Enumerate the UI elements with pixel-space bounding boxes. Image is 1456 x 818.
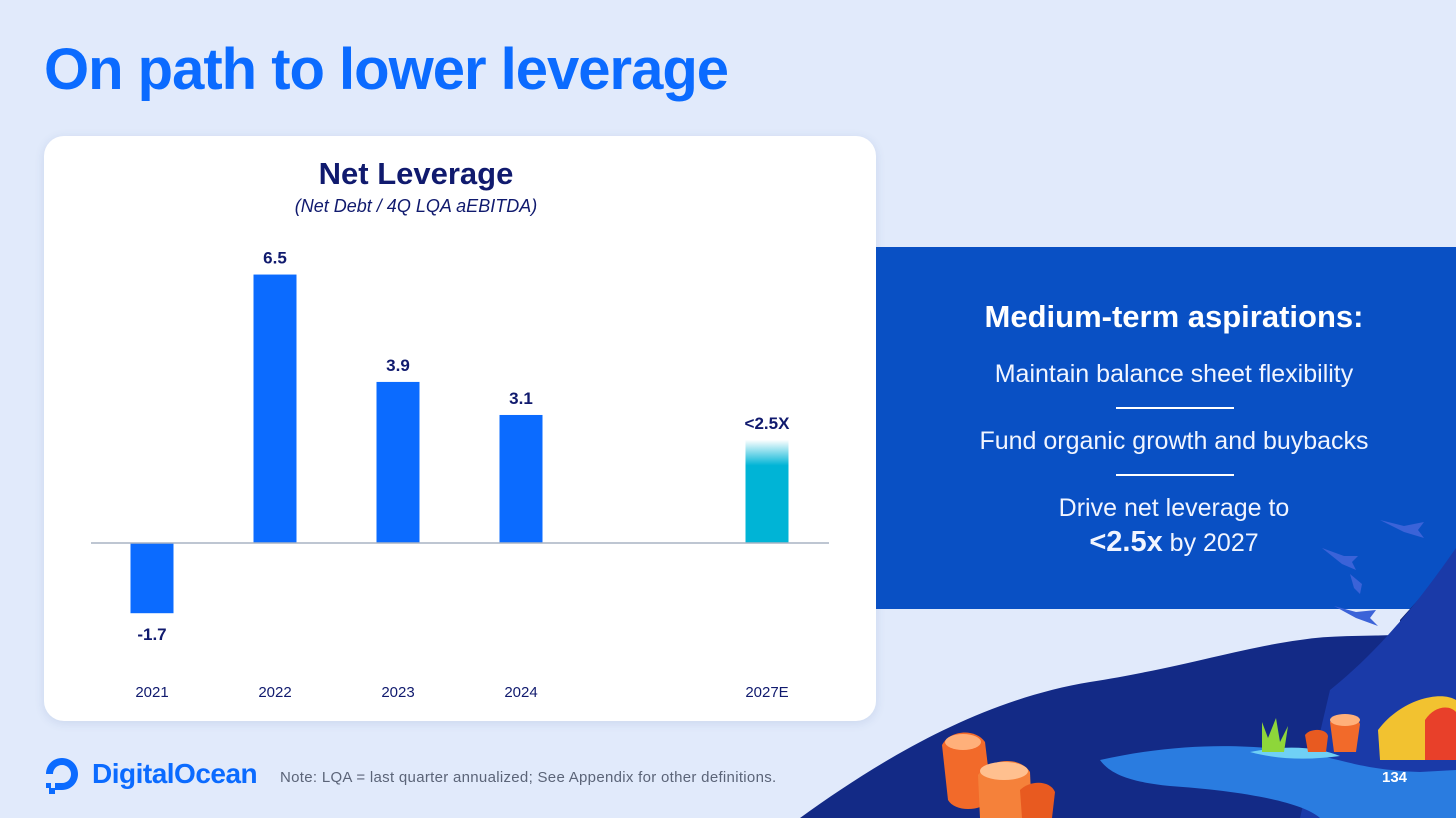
aspiration-divider <box>1116 474 1234 476</box>
data-label-2022: 6.5 <box>263 249 287 268</box>
aspiration-balance-sheet: Maintain balance sheet flexibility <box>994 360 1354 388</box>
data-label-2024: 3.1 <box>509 389 533 408</box>
x-tick-label-2022: 2022 <box>258 684 291 701</box>
chart-title: Net Leverage <box>318 156 514 191</box>
chart-card: -1.7 2021 6.5 2022 3.9 2023 3.1 2024 <2.5X 2027E <box>44 136 876 721</box>
x-tick-label-2021: 2021 <box>135 684 168 701</box>
data-label-2023: 3.9 <box>386 356 410 375</box>
aspiration-net-leverage-target: <2.5x by 2027 <box>876 526 1456 559</box>
aspirations-panel: Medium-term aspirations: Maintain balanc… <box>876 247 1456 609</box>
water-pool <box>1100 746 1456 818</box>
coral-small-right <box>1262 714 1360 752</box>
coral-orange-left <box>942 732 1055 818</box>
net-leverage-chart: -1.7 2021 6.5 2022 3.9 2023 3.1 2024 <2.5X 2027E <box>91 249 829 701</box>
bar-2021 <box>130 543 174 614</box>
page-number: 134 <box>1382 769 1408 786</box>
data-label-2021: -1.7 <box>137 625 166 644</box>
footnote: Note: LQA = last quarter annualized; See… <box>280 769 777 786</box>
coral-far-right <box>1378 696 1456 760</box>
bar-2024 <box>499 414 543 543</box>
digitalocean-logo: DigitalOcean <box>42 754 258 794</box>
bar-2023 <box>376 381 420 543</box>
chart-subtitle: (Net Debt / 4Q LQA aEBITDA) <box>294 196 538 216</box>
x-tick-label-2027e: 2027E <box>745 684 788 701</box>
aspiration-divider <box>1116 407 1234 409</box>
page-title: On path to lower leverage <box>44 37 729 102</box>
bar-2022 <box>253 274 297 543</box>
bar-2027e <box>745 439 789 543</box>
aspirations-heading: Medium-term aspirations: <box>984 299 1364 334</box>
aspiration-target-value: <2.5x <box>1089 526 1163 558</box>
x-tick-label-2023: 2023 <box>381 684 414 701</box>
brand-name: DigitalOcean <box>92 758 258 789</box>
aspiration-organic-growth: Fund organic growth and buybacks <box>979 427 1369 455</box>
aspiration-net-leverage: Drive net leverage to <box>1058 494 1290 522</box>
fish-school <box>1322 520 1424 626</box>
data-label-2027e: <2.5X <box>745 414 791 433</box>
x-tick-label-2024: 2024 <box>504 684 537 701</box>
aspiration-target-year: by 2027 <box>1162 529 1259 557</box>
digitalocean-logo-icon <box>46 758 78 794</box>
